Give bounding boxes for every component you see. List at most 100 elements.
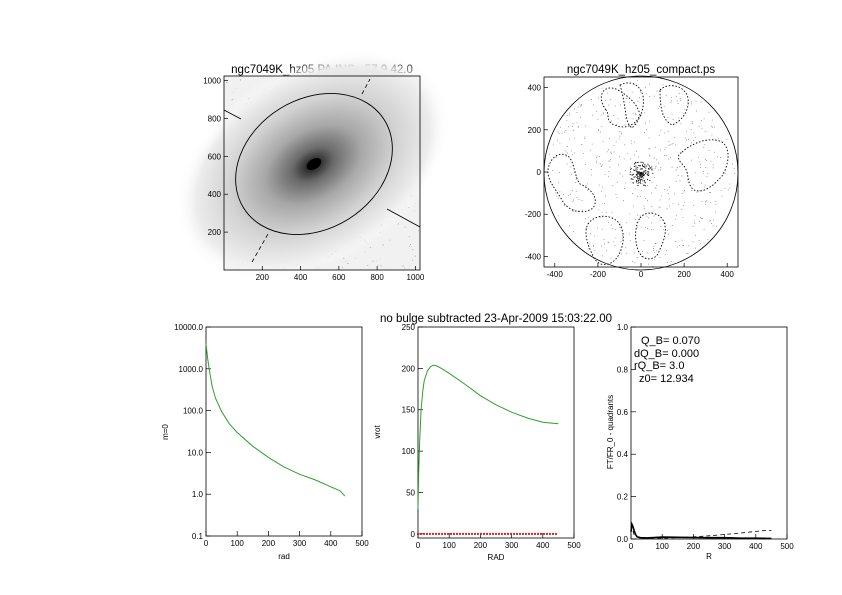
data-point <box>698 240 700 241</box>
data-point <box>726 138 728 140</box>
data-point <box>684 201 686 203</box>
data-point <box>690 129 692 130</box>
core-point <box>633 176 635 178</box>
core-point <box>630 178 632 180</box>
core-point <box>643 162 645 164</box>
data-point <box>706 200 707 202</box>
data-point <box>664 189 666 190</box>
data-point <box>665 237 667 239</box>
data-point <box>645 227 646 228</box>
series-point <box>417 532 419 535</box>
series-point <box>453 532 455 535</box>
noise-pixel <box>342 266 343 268</box>
data-point <box>625 118 626 119</box>
data-point <box>576 122 578 124</box>
panel-m0-profile: 0 100 200 300 400 500 0.1 1.0 10.0 100.0 1000.0 100… <box>161 323 369 561</box>
rotation-curve-data <box>417 364 559 535</box>
core-point <box>639 175 641 177</box>
data-point <box>646 252 648 254</box>
data-point <box>707 239 709 240</box>
noise-pixel <box>347 263 349 264</box>
data-point <box>578 125 579 127</box>
core-point <box>641 161 643 163</box>
data-point <box>682 244 684 246</box>
data-point <box>687 253 689 254</box>
core-point <box>643 175 645 177</box>
data-point <box>668 233 669 235</box>
core-point <box>633 169 635 171</box>
data-point <box>654 187 656 189</box>
data-point <box>613 151 615 153</box>
data-point <box>647 228 648 230</box>
data-point <box>712 219 714 221</box>
data-point <box>636 257 638 258</box>
data-point <box>549 153 550 155</box>
core-point <box>637 182 639 184</box>
data-point <box>679 93 680 95</box>
core-point <box>642 165 644 167</box>
data-point <box>638 156 640 158</box>
core-point <box>637 180 639 182</box>
data-point <box>681 209 683 210</box>
data-point <box>603 113 604 115</box>
data-point <box>585 125 586 127</box>
data-point <box>636 185 638 187</box>
data-point <box>591 169 592 171</box>
core-point <box>652 172 654 174</box>
data-point <box>682 113 684 114</box>
core-point <box>637 173 638 175</box>
data-point <box>666 250 667 252</box>
data-point <box>649 83 650 85</box>
data-point <box>594 235 596 237</box>
data-point <box>710 192 711 193</box>
core-point <box>640 175 642 177</box>
data-point <box>696 110 697 112</box>
series-point <box>441 532 443 535</box>
data-point <box>557 197 559 199</box>
core-point <box>643 184 645 186</box>
noise-pixel <box>394 228 396 230</box>
data-point <box>637 101 639 102</box>
data-point <box>705 203 707 205</box>
data-point <box>601 255 603 257</box>
data-point <box>631 140 632 142</box>
rotation-curve-frame <box>417 326 575 539</box>
data-point <box>654 146 656 148</box>
core-point <box>629 171 631 173</box>
data-point <box>678 245 680 246</box>
data-point <box>645 87 646 89</box>
data-point <box>705 131 707 132</box>
core-point <box>644 185 646 187</box>
data-point <box>654 251 656 253</box>
contour-map-axes: -400 -200 0 200 400 -400 -200 0 200 400 <box>525 84 734 279</box>
data-point <box>675 96 677 98</box>
data-point <box>597 129 599 131</box>
core-point <box>641 179 643 181</box>
data-point <box>690 101 692 103</box>
series-point <box>501 532 503 535</box>
data-point <box>643 208 645 209</box>
data-point <box>568 114 570 116</box>
data-point <box>712 164 714 166</box>
data-point <box>608 175 609 177</box>
data-point <box>639 91 641 93</box>
data-point <box>571 173 573 175</box>
data-point <box>615 141 617 143</box>
data-point <box>692 226 694 227</box>
panel-rotation-curve: no bulge subtracted 23-Apr-2009 15:03:22… <box>373 313 612 562</box>
data-point <box>641 256 642 257</box>
x-tick-label: 300 <box>293 539 307 548</box>
data-point <box>622 175 624 177</box>
core-point <box>634 163 636 165</box>
y-tick-label: 0.4 <box>617 450 629 459</box>
major-axis-line-left <box>223 109 242 120</box>
data-point <box>607 241 609 243</box>
data-point <box>695 235 696 237</box>
data-point <box>691 121 693 123</box>
data-point <box>580 116 581 118</box>
data-point <box>568 225 570 226</box>
data-point <box>651 182 653 183</box>
data-point <box>610 158 611 160</box>
data-point <box>598 130 600 131</box>
data-point <box>620 132 622 134</box>
